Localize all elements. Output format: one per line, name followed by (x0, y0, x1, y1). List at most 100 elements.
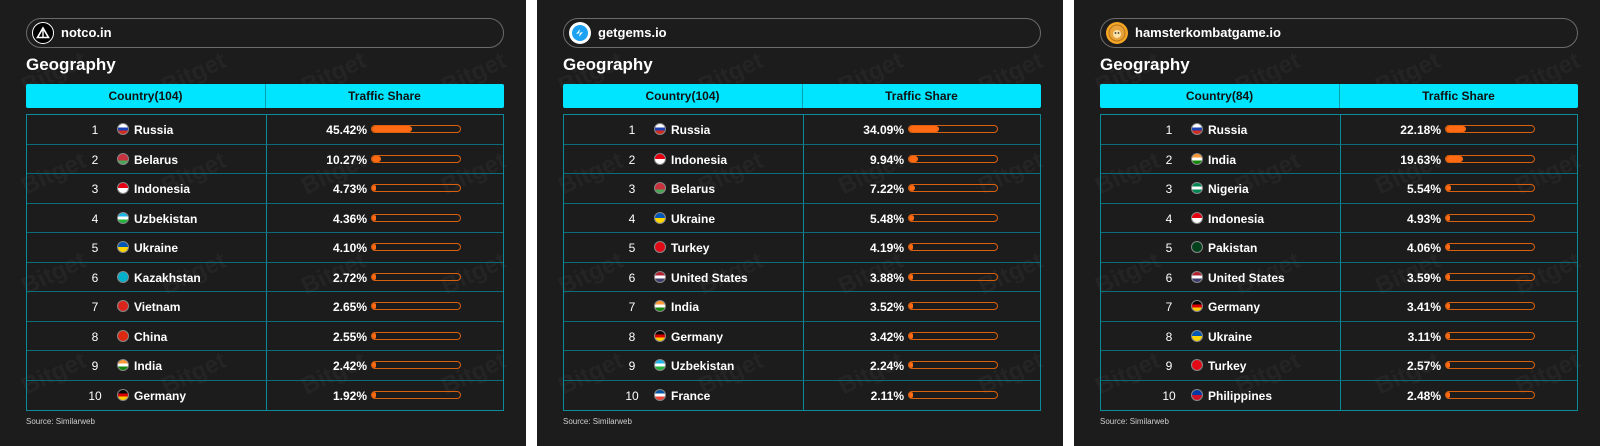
rank-label: 1 (628, 123, 636, 137)
table-row: 4 Ukraine 5.48% (564, 204, 1040, 233)
flag-icon (654, 182, 666, 194)
traffic-share-label: 3.52% (869, 300, 904, 314)
traffic-bar-fill (1446, 214, 1451, 221)
country-label: Belarus (134, 152, 179, 167)
traffic-share-label: 2.65% (332, 300, 367, 314)
flag-icon (117, 123, 129, 135)
getgems-logo-icon (569, 22, 591, 44)
table-row: 4 Indonesia 4.93% (1101, 204, 1577, 233)
traffic-bar-fill (372, 362, 376, 368)
traffic-share-label: 4.93% (1406, 211, 1441, 226)
table-row: 5 Ukraine 4.10% (27, 233, 503, 263)
traffic-share-label: 7.22% (869, 182, 904, 196)
panel-1: BitgetBitgetBitgetBitgetBitgetBitgetBitg… (0, 0, 526, 446)
rank-label: 6 (628, 270, 636, 285)
traffic-bar-track (908, 302, 998, 310)
country-label: Indonesia (1208, 211, 1265, 226)
rank-label: 4 (91, 211, 99, 226)
rank-label: 8 (91, 329, 99, 344)
country-label: Germany (1208, 300, 1261, 314)
source-note: Source: Similarweb (1100, 417, 1169, 426)
country-label: Kazakhstan (134, 270, 201, 285)
traffic-bar-track (371, 184, 461, 192)
country-label: Pakistan (1208, 241, 1258, 255)
country-label: China (134, 329, 168, 344)
table-body: 1 Russia 34.09% 2 Indonesia 9.94% 3 Belarus 7.22… (563, 114, 1041, 411)
traffic-bar-fill (372, 155, 382, 162)
country-label: Germany (671, 329, 724, 344)
traffic-bar-fill (1446, 332, 1450, 339)
rank-label: 10 (88, 388, 102, 403)
traffic-bar-fill (909, 185, 916, 191)
traffic-share-label: 5.54% (1406, 182, 1441, 196)
traffic-bar-track (371, 154, 461, 163)
column-header-country: Country(104) (108, 89, 183, 103)
flag-icon (117, 359, 129, 371)
traffic-bar-track (371, 302, 461, 310)
section-title: Geography (563, 55, 653, 74)
flag-icon (654, 270, 666, 283)
header-divider (265, 84, 266, 108)
rank-label: 2 (91, 152, 99, 167)
traffic-bar-track (1445, 184, 1535, 192)
traffic-share-label: 9.94% (869, 152, 904, 167)
flag-icon (654, 300, 666, 312)
table-header: Country(104) Traffic Share (563, 84, 1041, 108)
traffic-bar-track (371, 272, 461, 281)
rank-label: 10 (625, 388, 639, 403)
country-label: Russia (1208, 123, 1248, 137)
traffic-bar-track (1445, 272, 1535, 281)
flag-icon (654, 211, 666, 224)
country-label: Germany (134, 388, 187, 403)
traffic-bar-track (1445, 213, 1535, 222)
site-name: notco.in (61, 25, 112, 40)
table-row: 3 Belarus 7.22% (564, 174, 1040, 204)
rank-label: 4 (1165, 211, 1173, 226)
traffic-bar-fill (1446, 362, 1450, 368)
table-header: Country(104) Traffic Share (26, 84, 504, 108)
table-row: 10 Germany 1.92% (27, 381, 503, 411)
table-row: 6 United States 3.88% (564, 263, 1040, 292)
rank-label: 3 (91, 182, 99, 196)
traffic-share-label: 5.48% (869, 211, 904, 226)
traffic-bar-track (908, 243, 998, 251)
flag-icon (1191, 359, 1203, 371)
site-name: getgems.io (598, 25, 667, 40)
traffic-bar-fill (372, 391, 376, 398)
traffic-bar-track (908, 390, 998, 399)
flag-icon (117, 182, 129, 194)
rank-label: 7 (628, 300, 636, 314)
rank-label: 7 (1165, 300, 1173, 314)
source-note: Source: Similarweb (563, 417, 632, 426)
table-row: 1 Russia 34.09% (564, 115, 1040, 145)
flag-icon (117, 152, 129, 165)
traffic-share-label: 2.72% (332, 270, 367, 285)
header-divider (802, 84, 803, 108)
traffic-bar-track (908, 331, 998, 340)
traffic-bar-track (1445, 154, 1535, 163)
traffic-bar-fill (909, 244, 913, 250)
site-name: hamsterkombatgame.io (1135, 25, 1281, 40)
flag-icon (117, 388, 129, 401)
traffic-bar-track (371, 213, 461, 222)
traffic-bar-track (1445, 125, 1535, 133)
flag-icon (1191, 270, 1203, 283)
column-header-country: Country(84) (1185, 89, 1254, 103)
traffic-bar-fill (372, 244, 376, 250)
flag-icon (1191, 211, 1203, 224)
country-label: United States (1208, 270, 1285, 285)
flag-icon (654, 388, 666, 401)
rank-label: 6 (91, 270, 99, 285)
table-body: 1 Russia 22.18% 2 India 19.63% 3 Nigeria 5.54% 4 I… (1100, 114, 1578, 411)
table-row: 4 Uzbekistan 4.36% (27, 204, 503, 233)
table-row: 1 Russia 45.42% (27, 115, 503, 145)
traffic-share-label: 4.10% (332, 241, 367, 255)
rank-label: 3 (1165, 182, 1173, 196)
column-header-traffic-share: Traffic Share (348, 89, 421, 103)
country-label: India (671, 300, 700, 314)
traffic-bar-fill (909, 155, 918, 162)
rank-label: 5 (1165, 241, 1173, 255)
country-label: Vietnam (134, 300, 181, 314)
rank-label: 9 (91, 359, 99, 373)
flag-icon (1191, 241, 1203, 253)
